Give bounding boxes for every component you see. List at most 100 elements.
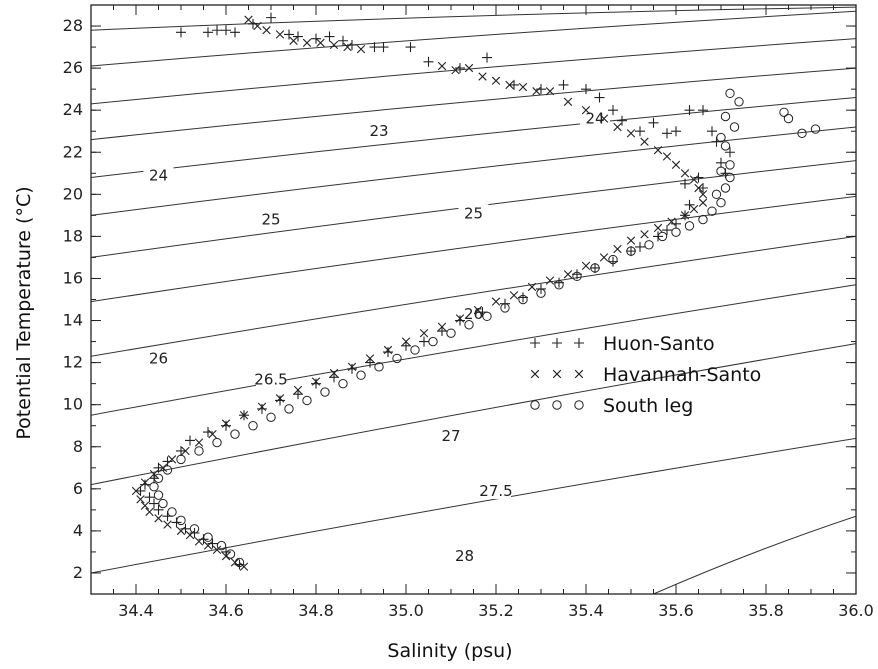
data-point-x <box>545 276 555 285</box>
data-point-plus <box>405 42 416 53</box>
data-point-plus <box>594 92 605 103</box>
data-point-x <box>599 253 609 262</box>
data-point-o <box>428 336 438 347</box>
data-point-x <box>680 211 690 220</box>
data-point-x <box>140 478 150 487</box>
data-point-x <box>613 244 622 254</box>
data-point-plus <box>203 427 213 438</box>
data-point-o <box>194 446 204 456</box>
contour-label-bg <box>364 122 394 140</box>
x-tick-label: 35.6 <box>658 601 694 620</box>
data-point-plus <box>693 172 704 183</box>
x-axis-title: Salinity (psu) <box>387 640 513 662</box>
y-tick-label: 8 <box>73 437 83 456</box>
data-point-plus <box>671 218 681 229</box>
data-point-o <box>698 214 708 225</box>
legend-label: Huon-Santo <box>603 333 715 355</box>
data-point-x <box>275 30 285 39</box>
data-point-x <box>145 507 154 517</box>
density-contour-line <box>91 67 856 141</box>
data-point-x <box>581 261 591 271</box>
data-point-x <box>176 526 186 536</box>
legend-marker <box>530 400 540 410</box>
data-point-x <box>455 314 465 323</box>
data-point-plus <box>212 25 222 36</box>
data-point-x <box>464 63 474 73</box>
contour-label-bg <box>256 210 286 228</box>
data-point-o <box>464 320 474 330</box>
data-point-o <box>158 498 168 509</box>
data-point-x <box>626 129 636 138</box>
x-tick-label: 35.4 <box>568 601 604 620</box>
data-point-plus <box>590 262 600 273</box>
data-point-x <box>203 541 213 550</box>
y-tick-label: 16 <box>63 268 83 287</box>
data-point-x <box>136 495 145 504</box>
data-point-plus <box>230 27 240 38</box>
plot-frame <box>90 4 857 595</box>
data-point-x <box>689 175 699 184</box>
data-point-plus <box>153 504 164 515</box>
data-point-o <box>720 183 731 193</box>
data-point-plus <box>365 357 375 368</box>
x-tick-label: 34.6 <box>208 601 244 620</box>
legend-label: South leg <box>603 395 693 417</box>
x-tick-label: 36.0 <box>838 601 874 620</box>
density-contour-line <box>91 343 856 486</box>
data-point-o <box>162 465 173 475</box>
data-point-o <box>711 189 722 200</box>
data-point-plus <box>383 347 393 358</box>
y-tick-label: 4 <box>73 521 83 540</box>
y-axis-title: Potential Temperature (°C) <box>13 186 35 440</box>
data-point-x <box>212 545 222 555</box>
data-point-o <box>657 231 668 242</box>
legend: Huon-Santo Havannah-Santo South leg <box>530 333 761 417</box>
data-point-plus <box>221 420 231 431</box>
data-point-o <box>716 132 726 143</box>
y-tick-label: 14 <box>63 311 83 330</box>
data-point-x <box>149 469 159 479</box>
data-point-x <box>491 76 501 85</box>
data-point-plus <box>153 462 164 473</box>
y-tick-label: 28 <box>63 16 83 35</box>
data-point-o <box>716 166 726 176</box>
data-point-o <box>266 412 276 422</box>
data-point-o <box>392 353 402 364</box>
data-point-x <box>473 305 483 315</box>
data-point-plus <box>257 403 267 414</box>
data-point-o <box>230 429 240 439</box>
data-point-o <box>225 549 236 559</box>
data-point-plus <box>437 326 447 337</box>
data-point-plus <box>608 105 618 116</box>
data-point-o <box>810 124 821 134</box>
data-point-x <box>329 40 339 50</box>
data-point-plus <box>662 225 672 236</box>
data-point-x <box>698 198 708 207</box>
data-point-x <box>640 230 649 239</box>
data-point-x <box>293 385 303 395</box>
density-contour-line <box>653 515 856 594</box>
data-point-x <box>532 87 541 96</box>
data-point-o <box>671 227 681 237</box>
data-point-x <box>131 486 141 496</box>
data-point-x <box>653 223 663 233</box>
data-point-plus <box>176 27 186 38</box>
data-point-o <box>374 362 384 372</box>
y-tick-label: 26 <box>63 58 83 77</box>
data-point-o <box>729 122 740 132</box>
data-point-plus <box>311 33 321 44</box>
data-point-o <box>153 473 164 484</box>
legend-marker <box>574 369 584 379</box>
data-point-o <box>356 370 366 380</box>
data-point-plus <box>171 517 182 528</box>
data-point-x <box>275 394 285 403</box>
data-point-x <box>527 282 537 292</box>
data-point-plus <box>707 126 717 137</box>
data-point-plus <box>338 35 348 46</box>
data-point-o <box>176 515 186 526</box>
x-tick-label: 35.0 <box>388 601 424 620</box>
data-point-plus <box>419 336 429 347</box>
data-point-plus <box>684 199 695 210</box>
data-point-plus <box>617 115 627 126</box>
data-point-plus <box>185 435 195 446</box>
